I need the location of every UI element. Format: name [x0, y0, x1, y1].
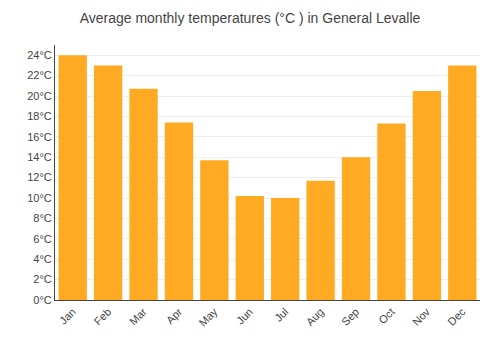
svg-text:Dec: Dec [445, 305, 468, 328]
svg-text:May: May [197, 305, 221, 329]
svg-text:Jun: Jun [234, 306, 255, 327]
svg-text:Jan: Jan [57, 306, 78, 327]
svg-text:22°C: 22°C [27, 69, 52, 81]
svg-text:6°C: 6°C [33, 233, 52, 245]
svg-text:4°C: 4°C [33, 253, 52, 265]
svg-text:Aug: Aug [304, 306, 326, 328]
svg-text:16°C: 16°C [27, 131, 52, 143]
svg-text:10°C: 10°C [27, 192, 52, 204]
svg-text:0°C: 0°C [33, 294, 52, 306]
svg-text:Feb: Feb [92, 306, 114, 328]
svg-text:Nov: Nov [410, 305, 433, 328]
svg-text:14°C: 14°C [27, 151, 52, 163]
svg-text:8°C: 8°C [33, 212, 52, 224]
svg-text:Average monthly temperatures (: Average monthly temperatures (°C ) in Ge… [80, 10, 421, 26]
svg-text:Oct: Oct [376, 306, 397, 327]
svg-text:Apr: Apr [164, 305, 185, 326]
svg-text:Sep: Sep [339, 306, 361, 328]
svg-text:Jul: Jul [272, 306, 290, 324]
svg-text:Mar: Mar [127, 305, 149, 327]
svg-text:20°C: 20°C [27, 90, 52, 102]
svg-text:18°C: 18°C [27, 110, 52, 122]
svg-text:24°C: 24°C [27, 49, 52, 61]
svg-text:12°C: 12°C [27, 171, 52, 183]
svg-text:2°C: 2°C [33, 273, 52, 285]
